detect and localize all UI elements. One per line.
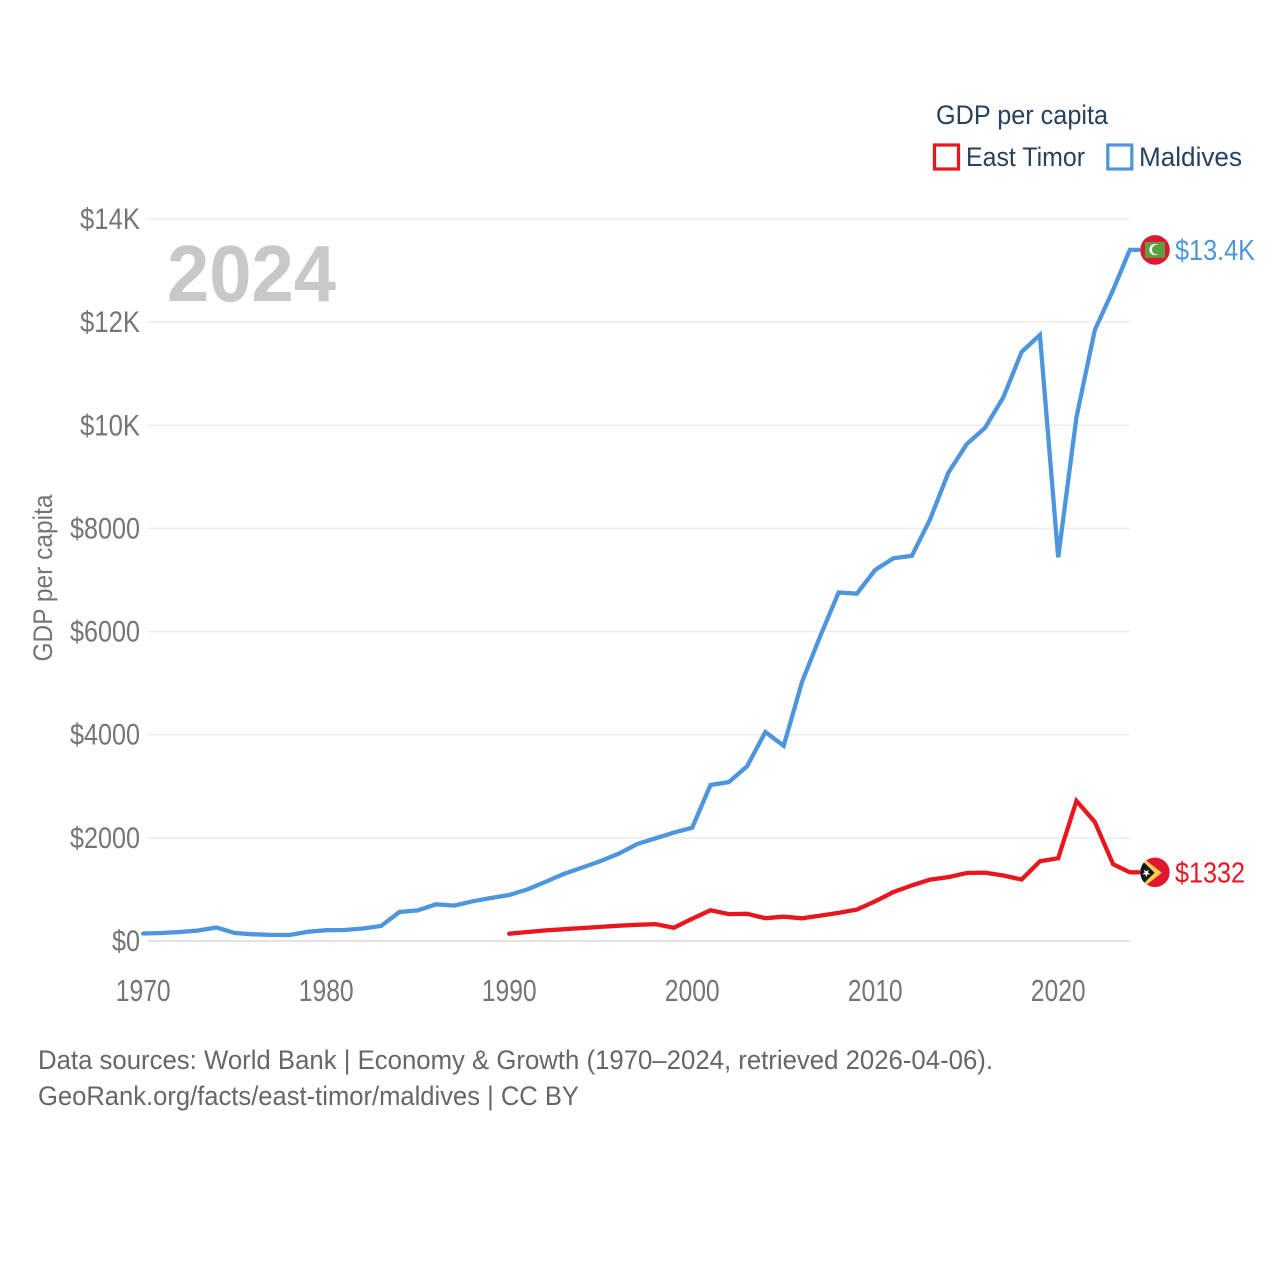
svg-text:$14K: $14K: [80, 203, 140, 236]
svg-text:$6000: $6000: [70, 616, 140, 649]
svg-text:$0: $0: [112, 925, 140, 958]
svg-text:GDP per capita: GDP per capita: [28, 494, 58, 662]
svg-text:$4000: $4000: [70, 719, 140, 752]
svg-text:GDP per capita: GDP per capita: [936, 100, 1109, 130]
svg-text:$2000: $2000: [70, 822, 140, 855]
svg-text:$10K: $10K: [80, 409, 140, 442]
svg-text:2020: 2020: [1031, 973, 1086, 1008]
svg-text:GeoRank.org/facts/east-timor/m: GeoRank.org/facts/east-timor/maldives | …: [38, 1081, 579, 1111]
svg-text:Data sources: World Bank | Eco: Data sources: World Bank | Economy & Gro…: [38, 1045, 993, 1075]
svg-text:2000: 2000: [665, 973, 720, 1008]
svg-text:2010: 2010: [848, 973, 903, 1008]
svg-text:Maldives: Maldives: [1139, 142, 1242, 172]
svg-text:$12K: $12K: [80, 306, 140, 339]
svg-text:1980: 1980: [299, 973, 354, 1008]
svg-text:2024: 2024: [167, 229, 336, 318]
svg-text:$13.4K: $13.4K: [1175, 235, 1256, 267]
svg-text:East Timor: East Timor: [966, 142, 1085, 172]
svg-text:1990: 1990: [482, 973, 537, 1008]
svg-text:$8000: $8000: [70, 512, 140, 545]
svg-text:1970: 1970: [116, 973, 171, 1008]
svg-text:$1332: $1332: [1175, 857, 1245, 889]
